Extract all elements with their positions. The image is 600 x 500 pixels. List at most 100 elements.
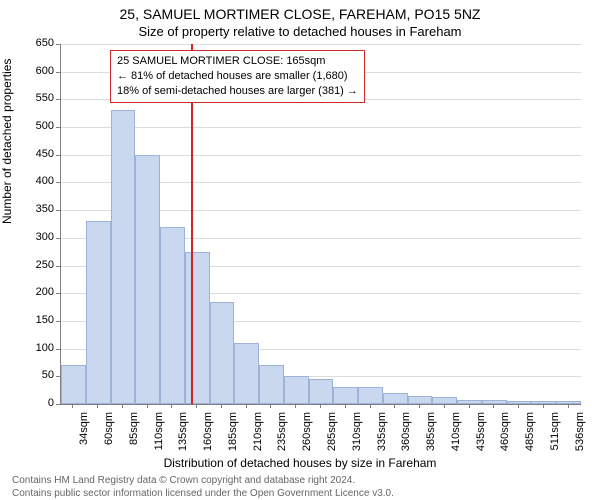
chart-container: { "header": { "address": "25, SAMUEL MOR…: [0, 0, 600, 500]
histogram-bar: [408, 396, 433, 404]
x-tick-label: 135sqm: [177, 412, 189, 462]
x-tick-label: 385sqm: [425, 412, 437, 462]
x-tick-mark: [419, 404, 420, 408]
x-tick-label: 511sqm: [549, 412, 561, 462]
reference-annotation-box: 25 SAMUEL MORTIMER CLOSE: 165sqm ← 81% o…: [110, 50, 365, 103]
y-tick-label: 300: [24, 231, 54, 243]
histogram-bar: [160, 227, 185, 404]
x-tick-label: 210sqm: [252, 412, 264, 462]
y-tick-label: 200: [24, 286, 54, 298]
x-tick-mark: [171, 404, 172, 408]
y-tick-mark: [56, 266, 60, 267]
histogram-bar: [111, 110, 136, 404]
x-tick-label: 235sqm: [276, 412, 288, 462]
x-tick-mark: [72, 404, 73, 408]
x-tick-label: 435sqm: [475, 412, 487, 462]
y-tick-label: 600: [24, 65, 54, 77]
x-tick-label: 285sqm: [326, 412, 338, 462]
x-tick-label: 185sqm: [227, 412, 239, 462]
y-tick-label: 350: [24, 203, 54, 215]
y-tick-mark: [56, 293, 60, 294]
y-tick-mark: [56, 238, 60, 239]
histogram-bar: [284, 376, 309, 404]
x-tick-label: 110sqm: [153, 412, 165, 462]
x-tick-mark: [394, 404, 395, 408]
histogram-bar: [383, 393, 408, 404]
x-tick-label: 410sqm: [450, 412, 462, 462]
x-tick-label: 160sqm: [202, 412, 214, 462]
x-tick-mark: [345, 404, 346, 408]
x-tick-label: 85sqm: [128, 412, 140, 462]
histogram-bar: [259, 365, 284, 404]
histogram-bar: [234, 343, 259, 404]
x-tick-mark: [444, 404, 445, 408]
y-tick-mark: [56, 182, 60, 183]
x-tick-mark: [320, 404, 321, 408]
x-tick-label: 536sqm: [574, 412, 586, 462]
y-tick-label: 100: [24, 342, 54, 354]
x-tick-mark: [469, 404, 470, 408]
x-tick-label: 34sqm: [78, 412, 90, 462]
x-tick-mark: [370, 404, 371, 408]
y-tick-mark: [56, 72, 60, 73]
caption-line-1: Contains HM Land Registry data © Crown c…: [12, 474, 394, 487]
histogram-bar: [556, 401, 581, 404]
histogram-bar: [61, 365, 86, 404]
histogram-bar: [86, 221, 111, 404]
histogram-bar: [210, 302, 235, 404]
x-tick-label: 310sqm: [351, 412, 363, 462]
x-tick-mark: [295, 404, 296, 408]
caption-line-2: Contains public sector information licen…: [12, 487, 394, 500]
histogram-bar: [358, 387, 383, 404]
y-tick-label: 450: [24, 148, 54, 160]
y-tick-mark: [56, 321, 60, 322]
x-tick-mark: [147, 404, 148, 408]
y-tick-mark: [56, 44, 60, 45]
y-tick-mark: [56, 210, 60, 211]
x-tick-label: 60sqm: [103, 412, 115, 462]
chart-title-address: 25, SAMUEL MORTIMER CLOSE, FAREHAM, PO15…: [0, 6, 600, 22]
x-tick-label: 260sqm: [301, 412, 313, 462]
gridline: [61, 127, 581, 128]
histogram-bar: [185, 252, 210, 404]
x-tick-mark: [196, 404, 197, 408]
x-tick-mark: [568, 404, 569, 408]
x-tick-mark: [518, 404, 519, 408]
y-tick-mark: [56, 127, 60, 128]
x-tick-label: 485sqm: [524, 412, 536, 462]
histogram-bar: [457, 400, 482, 404]
y-tick-mark: [56, 155, 60, 156]
histogram-bar: [333, 387, 358, 404]
y-tick-label: 400: [24, 175, 54, 187]
x-tick-mark: [246, 404, 247, 408]
x-tick-mark: [493, 404, 494, 408]
y-tick-mark: [56, 376, 60, 377]
gridline: [61, 44, 581, 45]
chart-subtitle: Size of property relative to detached ho…: [0, 24, 600, 39]
annotation-line-2: ← 81% of detached houses are smaller (1,…: [117, 69, 358, 84]
y-tick-label: 500: [24, 120, 54, 132]
histogram-bar: [432, 397, 457, 404]
y-tick-label: 0: [24, 397, 54, 409]
x-tick-mark: [543, 404, 544, 408]
y-tick-label: 550: [24, 92, 54, 104]
y-tick-mark: [56, 99, 60, 100]
license-caption: Contains HM Land Registry data © Crown c…: [12, 474, 394, 500]
histogram-bar: [135, 155, 160, 404]
x-tick-label: 460sqm: [499, 412, 511, 462]
y-tick-label: 50: [24, 369, 54, 381]
x-tick-label: 335sqm: [376, 412, 388, 462]
y-tick-label: 250: [24, 259, 54, 271]
x-tick-mark: [97, 404, 98, 408]
y-tick-label: 150: [24, 314, 54, 326]
annotation-line-3: 18% of semi-detached houses are larger (…: [117, 84, 358, 99]
y-axis-label: Number of detached properties: [0, 59, 14, 224]
histogram-bar: [309, 379, 334, 404]
y-tick-mark: [56, 404, 60, 405]
x-tick-mark: [270, 404, 271, 408]
x-tick-mark: [221, 404, 222, 408]
histogram-bar: [531, 401, 556, 404]
x-tick-mark: [122, 404, 123, 408]
y-tick-label: 650: [24, 37, 54, 49]
y-tick-mark: [56, 349, 60, 350]
